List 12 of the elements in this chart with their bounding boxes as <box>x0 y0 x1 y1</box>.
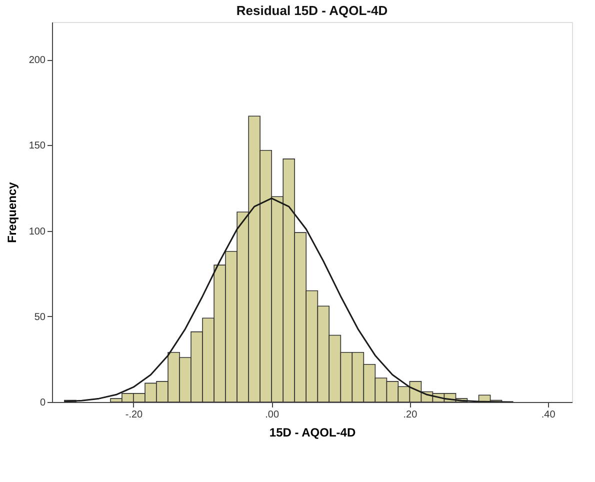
y-tick-label: 200 <box>28 55 46 66</box>
y-tick-label: 100 <box>28 226 46 238</box>
y-tick-label: 0 <box>40 398 46 408</box>
x-axis-title: 15D - AQOL-4D <box>269 426 356 440</box>
y-axis-title: Frequency <box>4 182 19 243</box>
x-tick-label: .20 <box>403 410 418 420</box>
x-tick-label: .40 <box>541 410 556 420</box>
y-tick-label: 150 <box>28 140 46 152</box>
y-tick-label: 50 <box>34 312 46 323</box>
x-tick-label: -.20 <box>125 410 144 420</box>
x-tick-label: .00 <box>265 410 280 420</box>
chart-title: Residual 15D - AQOL-4D <box>236 3 388 18</box>
